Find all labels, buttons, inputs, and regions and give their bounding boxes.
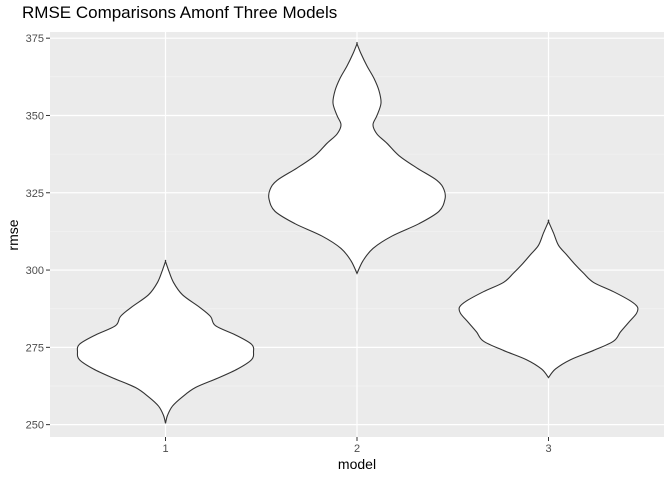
- y-tick-label: 250: [26, 420, 44, 432]
- x-axis: 1 2 3: [162, 437, 552, 455]
- y-tick-label: 275: [26, 342, 44, 354]
- violins: [76, 41, 639, 424]
- y-tick-label: 300: [26, 265, 44, 277]
- y-axis: 250 275 300 325 350 375: [26, 33, 50, 432]
- x-tick-label: 1: [162, 443, 168, 455]
- y-tick-label: 350: [26, 110, 44, 122]
- violin-model-1: [76, 259, 255, 424]
- violin-model-3: [458, 219, 639, 379]
- y-tick-label: 325: [26, 188, 44, 200]
- x-tick-label: 2: [354, 443, 360, 455]
- violin-model-2: [268, 41, 446, 275]
- y-axis-title: rmse: [5, 219, 21, 250]
- x-axis-title: model: [338, 456, 376, 472]
- chart-title: RMSE Comparisons Amonf Three Models: [22, 3, 338, 22]
- x-tick-label: 3: [545, 443, 551, 455]
- y-tick-label: 375: [26, 33, 44, 45]
